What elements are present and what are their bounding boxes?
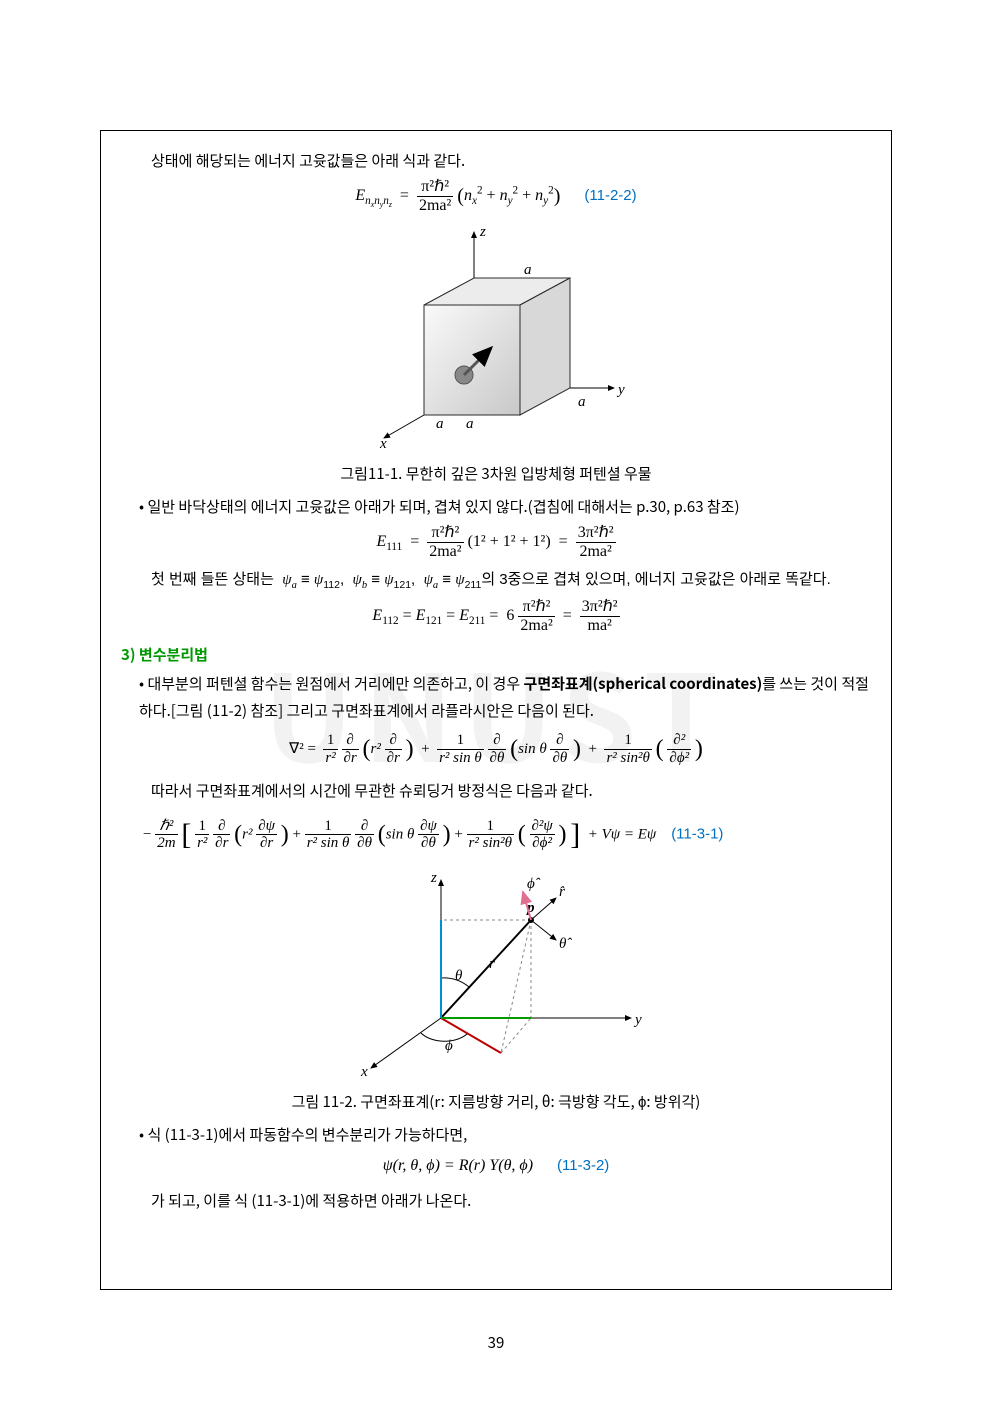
eq-number: (11-3-1) <box>671 825 723 842</box>
fig-11-1-caption: 그림11-1. 무한히 깊은 3차원 입방체형 퍼텐셜 우물 <box>121 460 871 487</box>
excited-state-line: 첫 번째 들뜬 상태는 ψa ≡ ψ112, ψb ≡ ψ121, ψa ≡ ψ… <box>121 566 871 594</box>
tail-line: 가 되고, 이를 식 (11-3-1)에 적용하면 아래가 나온다. <box>121 1187 871 1214</box>
svg-text:z: z <box>479 224 486 240</box>
eq-laplacian: ∇² = 1r² ∂∂r (r² ∂∂r ) + 1r² sin θ ∂∂θ (… <box>121 728 871 771</box>
ground-state-bullet: • 일반 바닥상태의 에너지 고윳값은 아래가 되며, 겹쳐 있지 않다.(겹침… <box>121 493 871 520</box>
fig-11-2-caption: 그림 11-2. 구면좌표계(r: 지름방향 거리, θ: 극방향 각도, ϕ:… <box>121 1088 871 1115</box>
intro-line: 상태에 해당되는 에너지 고윳값들은 아래 식과 같다. <box>121 147 871 174</box>
svg-text:a: a <box>466 416 474 432</box>
eq-11-2-2: Enxnynz = π²ℏ²2ma² (nx2 + ny2 + ny2) (11… <box>121 178 871 214</box>
page-frame: UNUST 상태에 해당되는 에너지 고윳값들은 아래 식과 같다. Enxny… <box>100 130 892 1290</box>
svg-text:x: x <box>360 1064 368 1078</box>
svg-text:r: r <box>489 956 495 972</box>
eq-E111: E111 = π²ℏ²2ma² (1² + 1² + 1²) = 3π²ℏ²2m… <box>121 524 871 560</box>
cube-diagram: z x y a a a a <box>356 220 636 450</box>
eq-number: (11-2-2) <box>584 187 636 204</box>
svg-text:a: a <box>524 262 532 278</box>
eq-number: (11-3-2) <box>557 1157 609 1174</box>
separation-bullet: • 식 (11-3-1)에서 파동함수의 변수분리가 가능하다면, <box>121 1121 871 1148</box>
figure-11-2: z y x r p θ <box>121 868 871 1086</box>
spherical-coords-diagram: z y x r p θ <box>331 868 661 1078</box>
tise-caption: 따라서 구면좌표계에서의 시간에 무관한 슈뢰딩거 방정식은 다음과 같다. <box>121 777 871 804</box>
eq-11-3-1: − ℏ²2m [ 1r² ∂∂r (r² ∂ψ∂r ) + 1r² sin θ … <box>121 808 871 862</box>
svg-text:a: a <box>436 416 444 432</box>
svg-text:θ: θ <box>455 968 463 984</box>
svg-text:r̂: r̂ <box>559 884 565 900</box>
page-number: 39 <box>488 1332 505 1353</box>
figure-11-1: z x y a a a a <box>121 220 871 458</box>
svg-text:ϕ: ϕ <box>445 1038 453 1054</box>
section-3-heading: 3) 변수분리법 <box>121 641 871 668</box>
eq-11-3-2: ψ(r, θ, ϕ) = R(r) Y(θ, ϕ) (11-3-2) <box>121 1152 871 1181</box>
svg-text:y: y <box>633 1012 642 1028</box>
svg-text:ϕ̂: ϕ̂ <box>527 876 541 892</box>
svg-text:x: x <box>379 436 387 450</box>
spherical-bullet: • 대부분의 퍼텐셜 함수는 원점에서 거리에만 의존하고, 이 경우 구면좌표… <box>121 670 871 724</box>
svg-text:y: y <box>616 382 625 398</box>
svg-text:z: z <box>430 870 437 886</box>
svg-text:a: a <box>578 394 586 410</box>
svg-text:θ̂: θ̂ <box>559 936 572 952</box>
eq-E112: E112 = E121 = E211 = 6 π²ℏ²2ma² = 3π²ℏ²m… <box>121 598 871 634</box>
